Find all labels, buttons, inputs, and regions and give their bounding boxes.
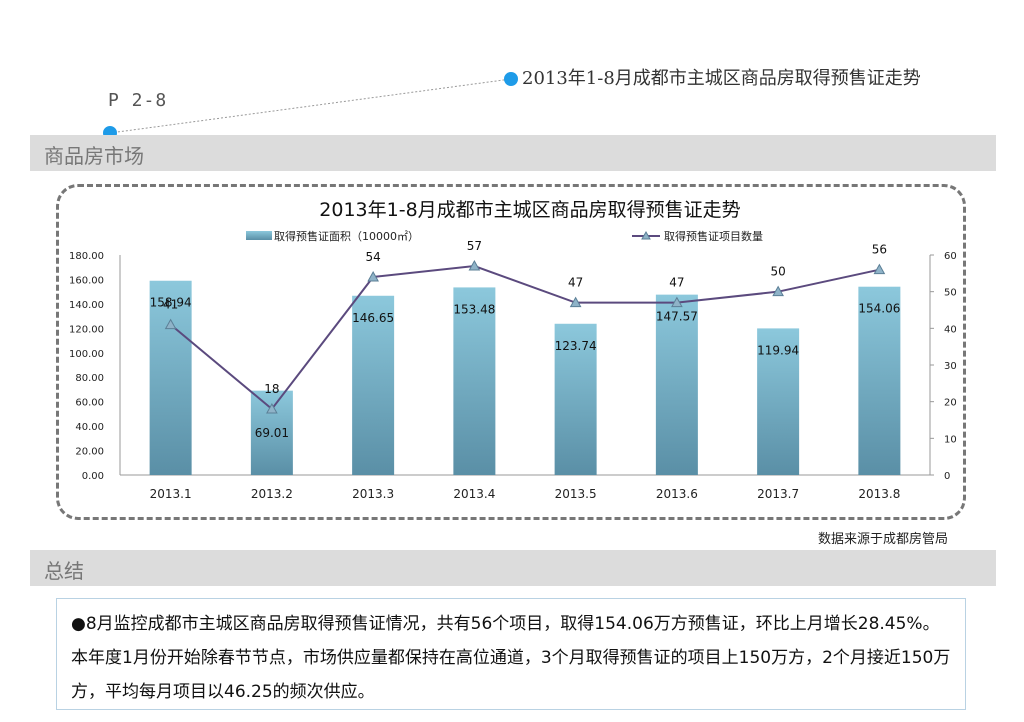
chart-title: 2013年1-8月成都市主城区商品房取得预售证走势 [319,199,740,221]
bar [858,286,901,475]
legend-line-label: 取得预售证项目数量 [664,229,763,243]
summary-box: ●8月监控成都市主城区商品房取得预售证情况，共有56个项目，取得154.06万方… [56,598,966,710]
bar-data-label: 123.74 [555,339,597,353]
series-line [169,264,880,411]
line-point [266,402,278,414]
page-number: P 2-8 [108,90,168,111]
chart: 2013年1-8月成都市主城区商品房取得预售证走势取得预售证面积（10000㎡）… [69,199,957,501]
line-point [164,318,177,330]
line-point [367,270,379,282]
bar [352,295,395,475]
y-left-tick-label: 160.00 [69,275,104,286]
y-left-tick-label: 20.00 [75,447,104,458]
bar-data-label: 119.94 [757,343,799,357]
y-right-tick-label: 10 [944,434,957,445]
chart-frame [56,184,966,520]
line-data-label: 18 [264,382,279,396]
y-left-tick-label: 60.00 [75,398,104,409]
source-note: 数据来源于成都房管局 [817,532,948,547]
x-tick-label: 2013.8 [858,487,900,501]
y-right-tick-label: 50 [944,288,957,299]
header-title: 2013年1-8月成都市主城区商品房取得预售证走势 [522,68,921,89]
bar-data-label: 153.48 [453,302,495,316]
y-left-tick-label: 180.00 [69,251,104,262]
section-label-summary: 总结 [44,559,84,583]
legend-line-marker [641,230,651,240]
title-marker-dot [504,72,518,86]
section-bar-market: 商品房市场 [30,135,996,171]
y-right-tick-label: 40 [944,324,957,335]
line-point [873,263,886,275]
bar [554,323,597,475]
y-left-tick-label: 80.00 [75,373,104,384]
bar-data-label: 147.57 [656,310,698,324]
bar-data-label: 69.01 [255,426,289,440]
x-tick-label: 2013.6 [656,487,698,501]
x-tick-label: 2013.4 [453,487,495,501]
line-data-label: 41 [163,298,178,312]
line-point [772,285,784,297]
line-point [569,296,582,308]
legend-bar-label: 取得预售证面积（10000㎡） [274,229,419,243]
line-point [671,296,683,308]
section-bar-summary: 总结 [30,550,996,586]
line-point [468,259,481,271]
bar [149,280,192,475]
y-left-tick-label: 140.00 [69,300,104,311]
x-tick-label: 2013.1 [150,487,192,501]
bar [757,328,800,475]
line-data-label: 56 [872,243,887,257]
y-right-tick-label: 60 [944,251,957,262]
bar-data-label: 154.06 [858,302,900,316]
line-data-label: 47 [568,276,583,290]
y-right-tick-label: 20 [944,398,957,409]
x-tick-label: 2013.5 [555,487,597,501]
y-right-tick-label: 30 [944,361,957,372]
bar [655,294,698,475]
bar-data-label: 146.65 [352,311,394,325]
summary-text: ●8月监控成都市主城区商品房取得预售证情况，共有56个项目，取得154.06万方… [71,614,951,702]
y-left-tick-label: 100.00 [69,349,104,360]
x-tick-label: 2013.7 [757,487,799,501]
y-left-tick-label: 120.00 [69,324,104,335]
x-tick-label: 2013.2 [251,487,293,501]
x-tick-label: 2013.3 [352,487,394,501]
y-right-tick-label: 0 [944,471,950,482]
legend-bar-swatch [246,231,272,240]
line-data-label: 57 [467,239,482,253]
section-label-market: 商品房市场 [44,144,144,168]
line-data-label: 47 [669,276,684,290]
y-left-tick-label: 40.00 [75,422,104,433]
line-data-label: 50 [770,265,785,279]
bar [453,287,496,475]
y-left-tick-label: 0.00 [82,471,104,482]
line-data-label: 54 [365,250,380,264]
bar-data-label: 158.94 [150,296,192,310]
